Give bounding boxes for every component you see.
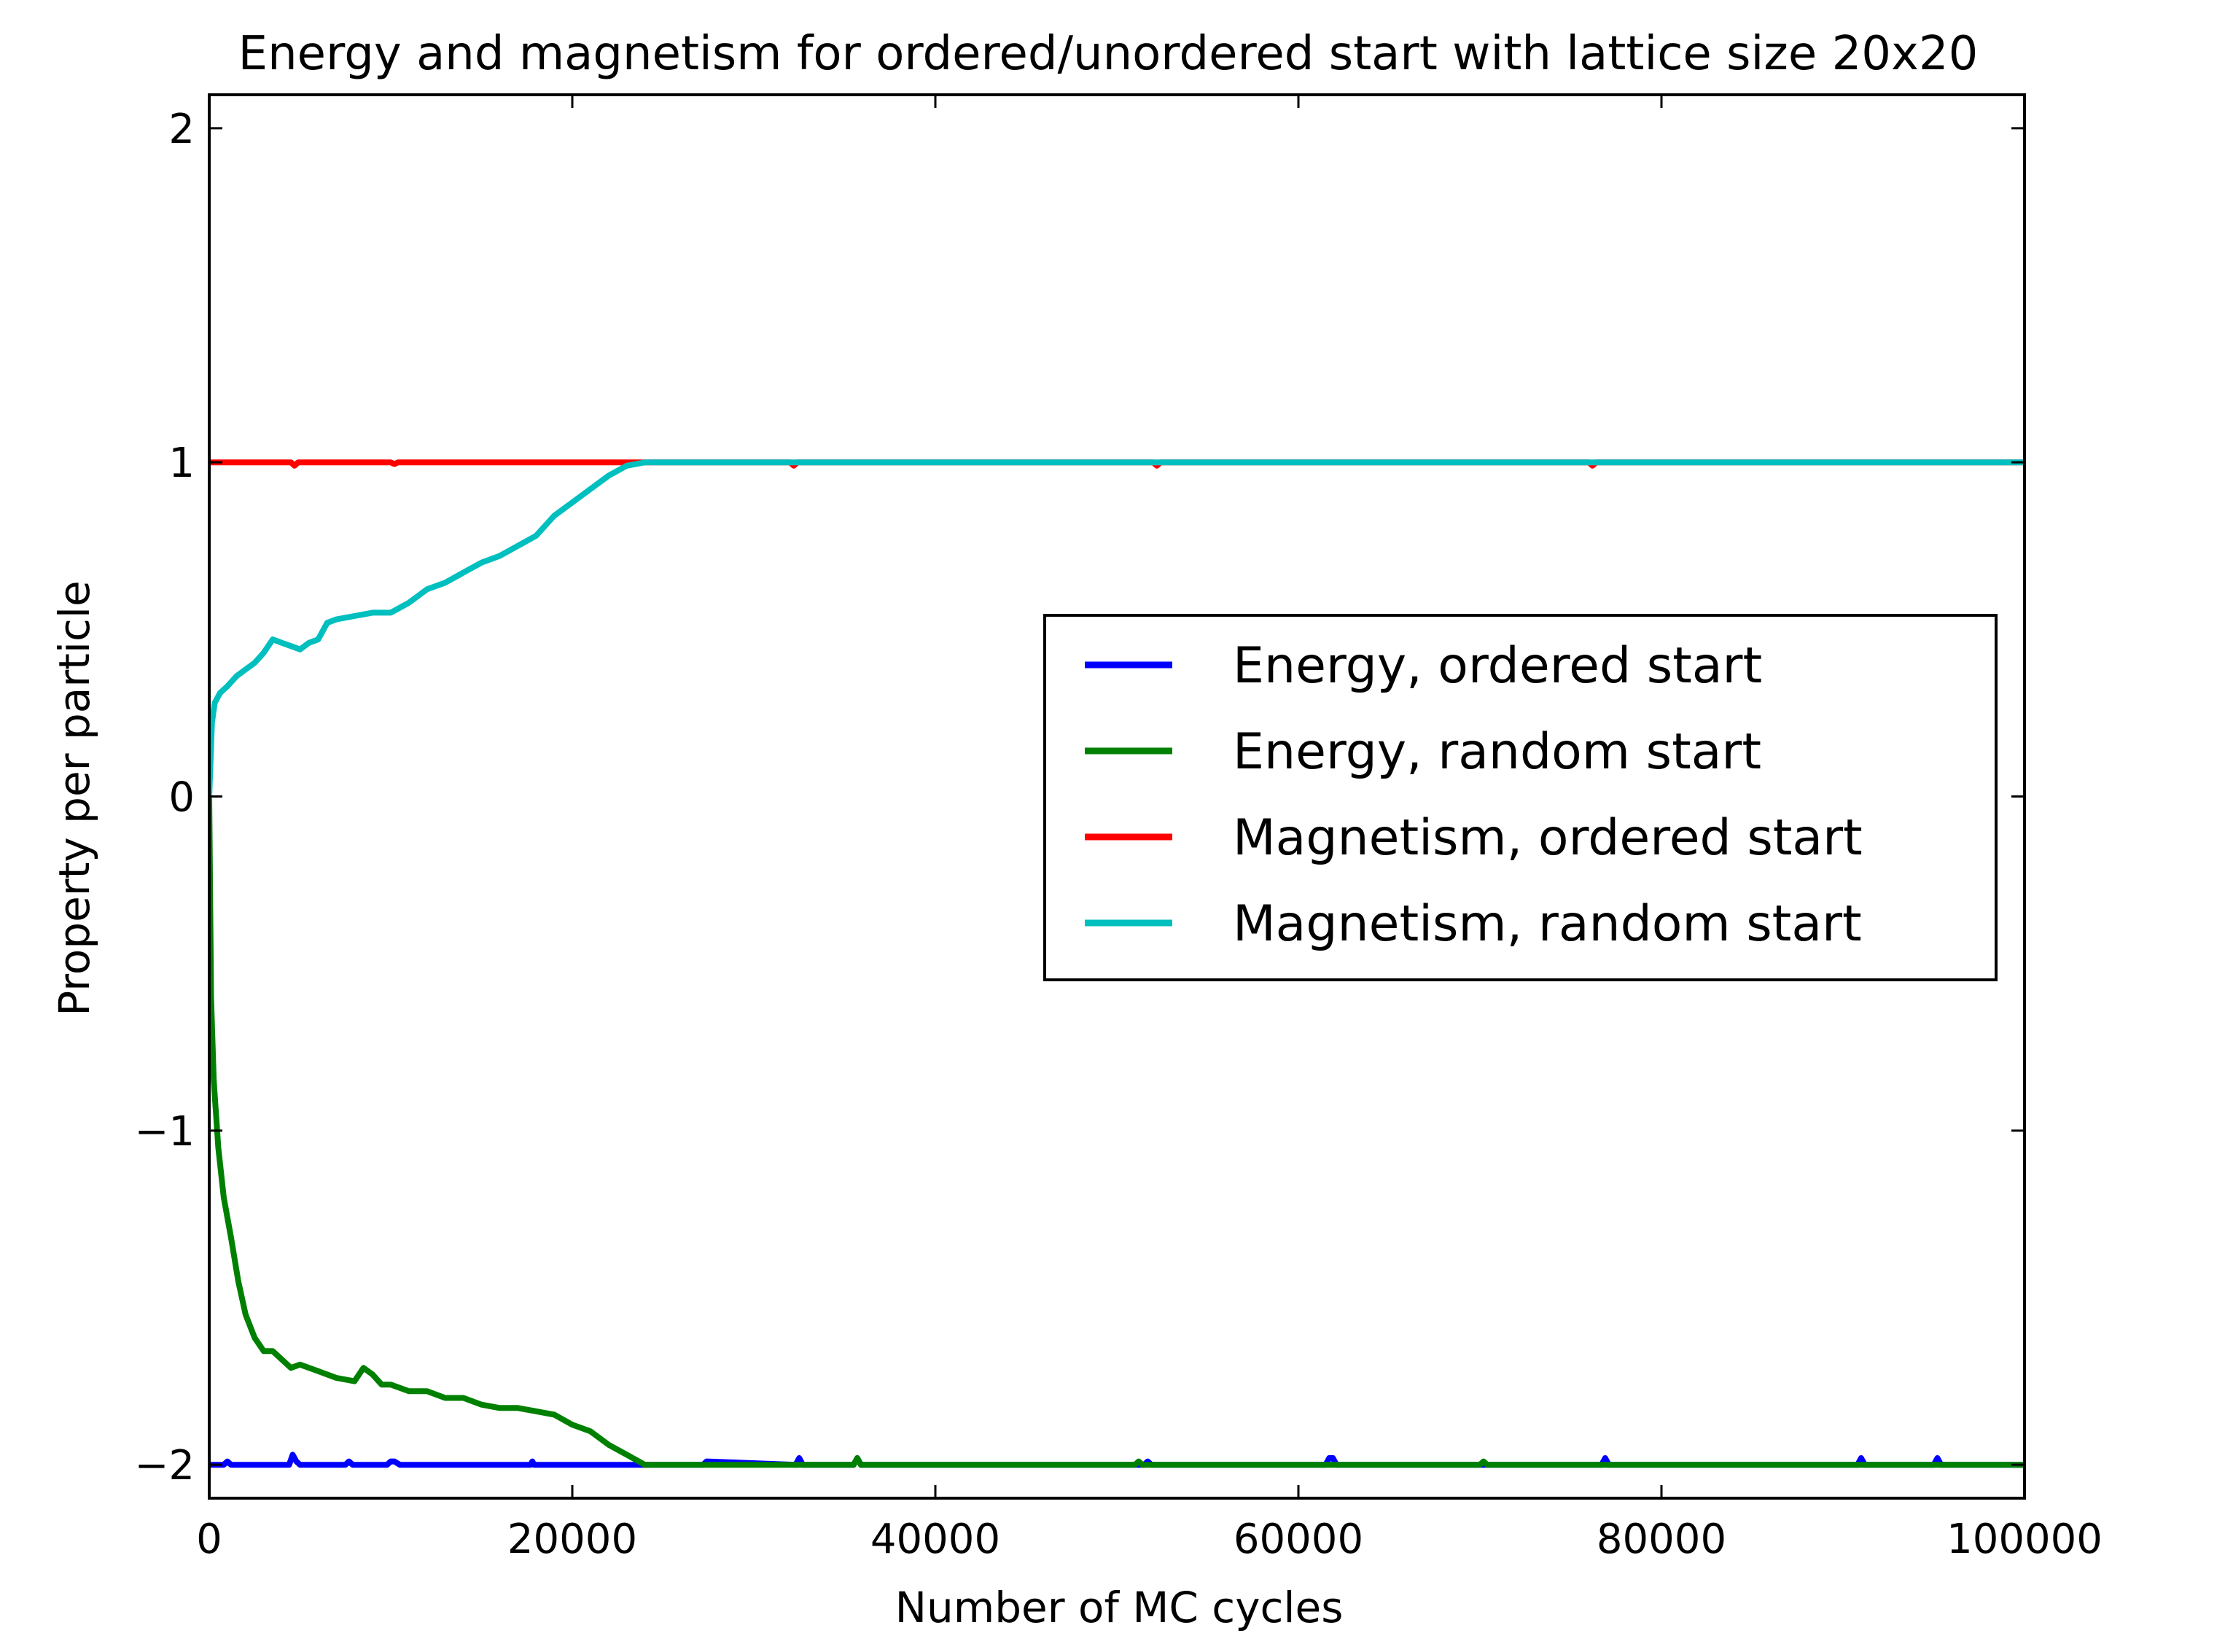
legend-label-3: Magnetism, random start — [1233, 895, 1862, 953]
x-tick-label: 20000 — [507, 1516, 637, 1563]
y-tick-label: 0 — [168, 774, 195, 822]
y-axis-label: Property per particle — [50, 580, 99, 1016]
series-line-3 — [209, 459, 2025, 800]
series-line-1 — [209, 793, 2025, 1468]
y-tick-label: −2 — [134, 1442, 195, 1489]
x-tick-label: 100000 — [1947, 1516, 2103, 1563]
legend-label-0: Energy, ordered start — [1233, 637, 1762, 695]
x-tick-label: 40000 — [870, 1516, 1000, 1563]
legend-box — [1043, 614, 1998, 981]
legend-label-2: Magnetism, ordered start — [1233, 809, 1863, 867]
y-tick-label: 2 — [168, 106, 195, 153]
y-tick-label: 1 — [168, 440, 195, 487]
legend-label-1: Energy, random start — [1233, 723, 1761, 781]
chart-title: Energy and magnetism for ordered/unorder… — [238, 27, 1979, 81]
x-tick-label: 80000 — [1597, 1516, 1726, 1563]
x-tick-label: 60000 — [1234, 1516, 1363, 1563]
x-axis-label: Number of MC cycles — [895, 1583, 1344, 1632]
y-tick-label: −1 — [134, 1108, 195, 1156]
x-tick-label: 0 — [196, 1516, 222, 1563]
